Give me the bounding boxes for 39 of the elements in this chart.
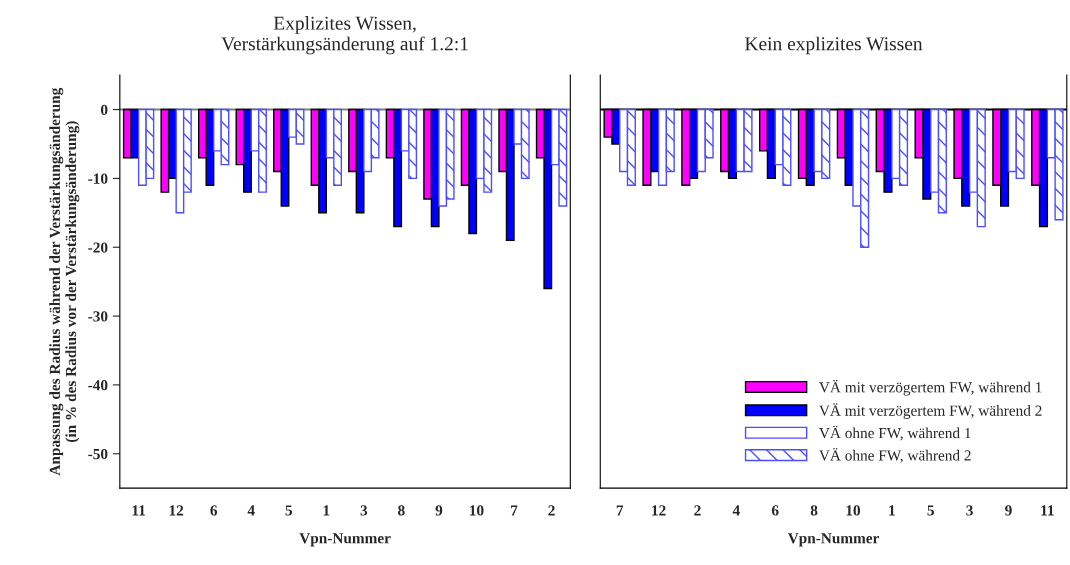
x-tick-label: 11 (1041, 505, 1054, 516)
x-tick-label: 9 (435, 505, 443, 516)
x-tick-label: 4 (247, 505, 255, 516)
x-tick-label: 5 (285, 505, 293, 516)
x-tick-label: 1 (323, 505, 330, 516)
x-tick-label: 10 (846, 505, 861, 516)
x-tick-label: 8 (810, 505, 818, 516)
y-tick-label: -20 (88, 242, 108, 253)
y-tick-label: -50 (88, 448, 108, 460)
x-tick-label: 11 (132, 505, 146, 516)
legend-label: VÄ ohne FW, während 1 (819, 425, 971, 441)
y-axis-title: Anpassung des Radius während der Verstärkungsänderung (in % des Radius vor der Verstärkungsänderung) (49, 87, 80, 476)
x-tick-label: 2 (694, 505, 701, 516)
x-tick-label: 3 (360, 505, 368, 516)
x-tick-label: 3 (966, 505, 973, 516)
y-tick-label: -30 (88, 311, 108, 322)
x-tick-label: 4 (732, 505, 740, 516)
x-tick-label: 7 (511, 505, 518, 516)
x-tick-label: 1 (889, 505, 895, 516)
legend-label: VÄ mit verzögertem FW, während 2 (819, 403, 1042, 419)
legend-label: VÄ mit verzögertem FW, während 1 (819, 379, 1042, 396)
y-tick-label: 0 (100, 104, 108, 116)
y-tick-label: -40 (88, 380, 108, 391)
x-tick-label: 12 (652, 505, 666, 516)
y-tick-label: -10 (88, 173, 108, 184)
x-tick-label: 9 (1005, 505, 1012, 516)
x-tick-label: 12 (169, 505, 184, 516)
x-axis-title: Vpn-Nummer (787, 533, 880, 547)
x-tick-label: 6 (210, 505, 218, 516)
x-tick-label: 6 (771, 505, 779, 516)
chart-title: Kein explizites Wissen (745, 36, 923, 55)
legend-label: VÄ ohne FW, während 2 (819, 448, 971, 463)
x-tick-label: 7 (616, 505, 624, 516)
x-tick-label: 10 (470, 505, 484, 516)
x-tick-label: 8 (398, 505, 405, 516)
x-axis-title: Vpn-Nummer (299, 533, 391, 547)
chart-title: Explizites Wissen, Verstärkungsänderung auf 1.2:1 (221, 16, 468, 55)
x-tick-label: 5 (927, 505, 934, 516)
x-tick-label: 2 (548, 505, 555, 516)
